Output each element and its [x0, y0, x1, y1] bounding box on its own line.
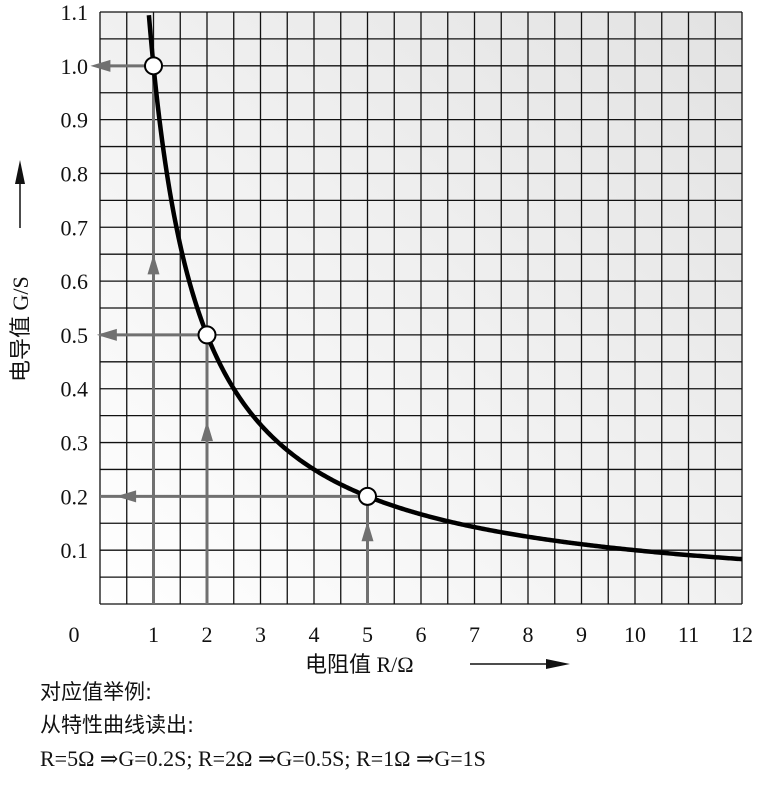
x-tick-label: 2 [202, 622, 213, 647]
x-tick-label: 5 [362, 622, 373, 647]
horizontal-guide-arrow [90, 59, 111, 72]
horizontal-guide-arrow [116, 490, 137, 503]
x-tick-label: 1 [148, 622, 159, 647]
x-tick-label: 4 [309, 622, 320, 647]
y-tick-label: 0.5 [61, 323, 89, 348]
reading-notes: 对应值举例: 从特性曲线读出: R=5Ω ⇒G=0.2S; R=2Ω ⇒G=0.… [40, 676, 486, 775]
x-tick-labels: 1 2 3 4 5 6 7 8 9 10 11 12 [148, 622, 753, 647]
origin-label: 0 [69, 622, 80, 647]
x-axis-arrow [470, 659, 570, 669]
y-tick-label: 1.1 [61, 0, 89, 25]
conductance-curve [146, 15, 743, 562]
x-tick-label: 12 [731, 622, 753, 647]
y-tick-labels: 0.1 0.2 0.3 0.4 0.5 0.6 0.7 0.8 0.9 1.0 1.1 [61, 0, 89, 563]
y-tick-label: 1.0 [61, 54, 89, 79]
y-tick-label: 0.2 [61, 484, 89, 509]
x-tick-label: 9 [576, 622, 587, 647]
highlighted-point [358, 486, 377, 506]
highlighted-points [144, 56, 377, 506]
horizontal-guide-arrow [96, 328, 117, 341]
x-tick-label: 8 [523, 622, 534, 647]
y-tick-label: 0.7 [61, 215, 89, 240]
vertical-guide-arrow [201, 421, 213, 442]
y-axis-title: 电导值 G/S [8, 276, 33, 382]
highlighted-point [197, 325, 217, 345]
x-tick-label: 7 [469, 622, 480, 647]
conductance-chart: 1 2 3 4 5 6 7 8 9 10 11 12 0.10.20.30.40.50.60.70.8… [8, 0, 753, 675]
vertical-guide-arrow [147, 254, 160, 275]
highlighted-point [144, 56, 163, 76]
notes-line-3: R=5Ω ⇒G=0.2S; R=2Ω ⇒G=0.5S; R=1Ω ⇒G=1S [40, 746, 486, 771]
x-tick-label: 3 [255, 622, 266, 647]
y-tick-label: 0.3 [61, 431, 89, 456]
y-axis-arrow [15, 160, 25, 228]
y-tick-label: 0.1 [61, 538, 89, 563]
x-axis-title: 电阻值 R/Ω [305, 652, 414, 675]
x-tick-label: 6 [416, 622, 427, 647]
x-tick-label: 11 [678, 622, 699, 647]
y-tick-label: 0.9 [61, 108, 89, 133]
reading-guides [90, 59, 374, 604]
notes-line-1: 对应值举例: [40, 680, 153, 704]
notes-line-2: 从特性曲线读出: [40, 713, 195, 737]
y-tick-label: 0.4 [61, 377, 89, 402]
vertical-guide-arrow [361, 521, 374, 542]
y-tick-label: 0.8 [61, 161, 89, 186]
x-tick-label: 10 [624, 622, 646, 647]
y-tick-label: 0.6 [61, 269, 89, 294]
